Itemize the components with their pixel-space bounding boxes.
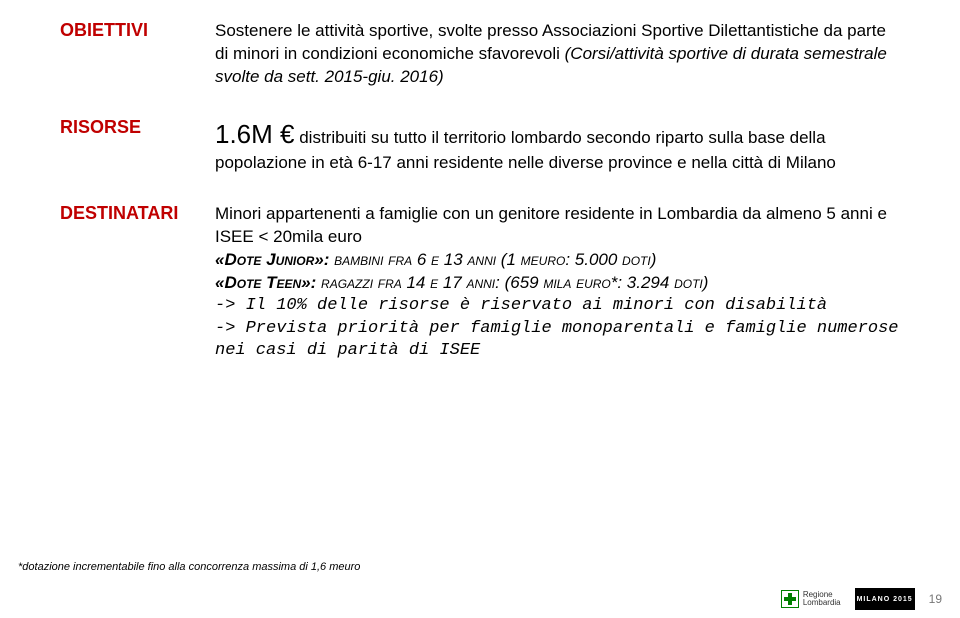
dote-junior-prefix: «Dote Junior»:	[215, 250, 334, 269]
page-number: 19	[929, 592, 942, 606]
risorse-amount: 1.6M €	[215, 119, 295, 149]
dote-teen-rest: ragazzi fra 14 e 17 anni: (659 mila euro…	[321, 273, 708, 292]
dote-teen-line: «Dote Teen»: ragazzi fra 14 e 17 anni: (…	[215, 272, 900, 295]
lombardia-text-2: Lombardia	[803, 599, 841, 607]
destinatari-intro: Minori appartenenti a famiglie con un ge…	[215, 203, 900, 249]
footnote: *dotazione incrementabile fino alla conc…	[18, 561, 360, 573]
dote-junior-line: «Dote Junior»: bambini fra 6 e 13 anni (…	[215, 249, 900, 272]
obiettivi-label: OBIETTIVI	[60, 20, 148, 40]
lombardia-cross-icon	[781, 590, 799, 608]
destinatari-label-col: DESTINATARI	[60, 203, 205, 224]
obiettivi-section: OBIETTIVI Sostenere le attività sportive…	[60, 20, 900, 89]
destinatari-content: Minori appartenenti a famiglie con un ge…	[205, 203, 900, 364]
destinatari-section: DESTINATARI Minori appartenenti a famigl…	[60, 203, 900, 364]
risorse-content: 1.6M € distribuiti su tutto il territori…	[205, 117, 900, 175]
risorse-text: distribuiti su tutto il territorio lomba…	[215, 128, 836, 172]
dote-teen-prefix: «Dote Teen»:	[215, 273, 321, 292]
risorse-label-col: RISORSE	[60, 117, 205, 138]
logo-expo: MILANO 2015	[855, 588, 915, 610]
mono-line-1: -> Il 10% delle risorse è riservato ai m…	[215, 295, 900, 318]
dote-junior-rest: bambini fra 6 e 13 anni (1 meuro: 5.000 …	[334, 250, 656, 269]
obiettivi-label-col: OBIETTIVI	[60, 20, 205, 41]
mono-line-2: -> Prevista priorità per famiglie monopa…	[215, 318, 900, 364]
footer: Regione Lombardia MILANO 2015 19	[781, 588, 942, 610]
risorse-label: RISORSE	[60, 117, 141, 137]
risorse-section: RISORSE 1.6M € distribuiti su tutto il t…	[60, 117, 900, 175]
logo-regione-lombardia: Regione Lombardia	[781, 590, 841, 608]
lombardia-text: Regione Lombardia	[803, 591, 841, 607]
obiettivi-content: Sostenere le attività sportive, svolte p…	[205, 20, 900, 89]
destinatari-label: DESTINATARI	[60, 203, 178, 223]
